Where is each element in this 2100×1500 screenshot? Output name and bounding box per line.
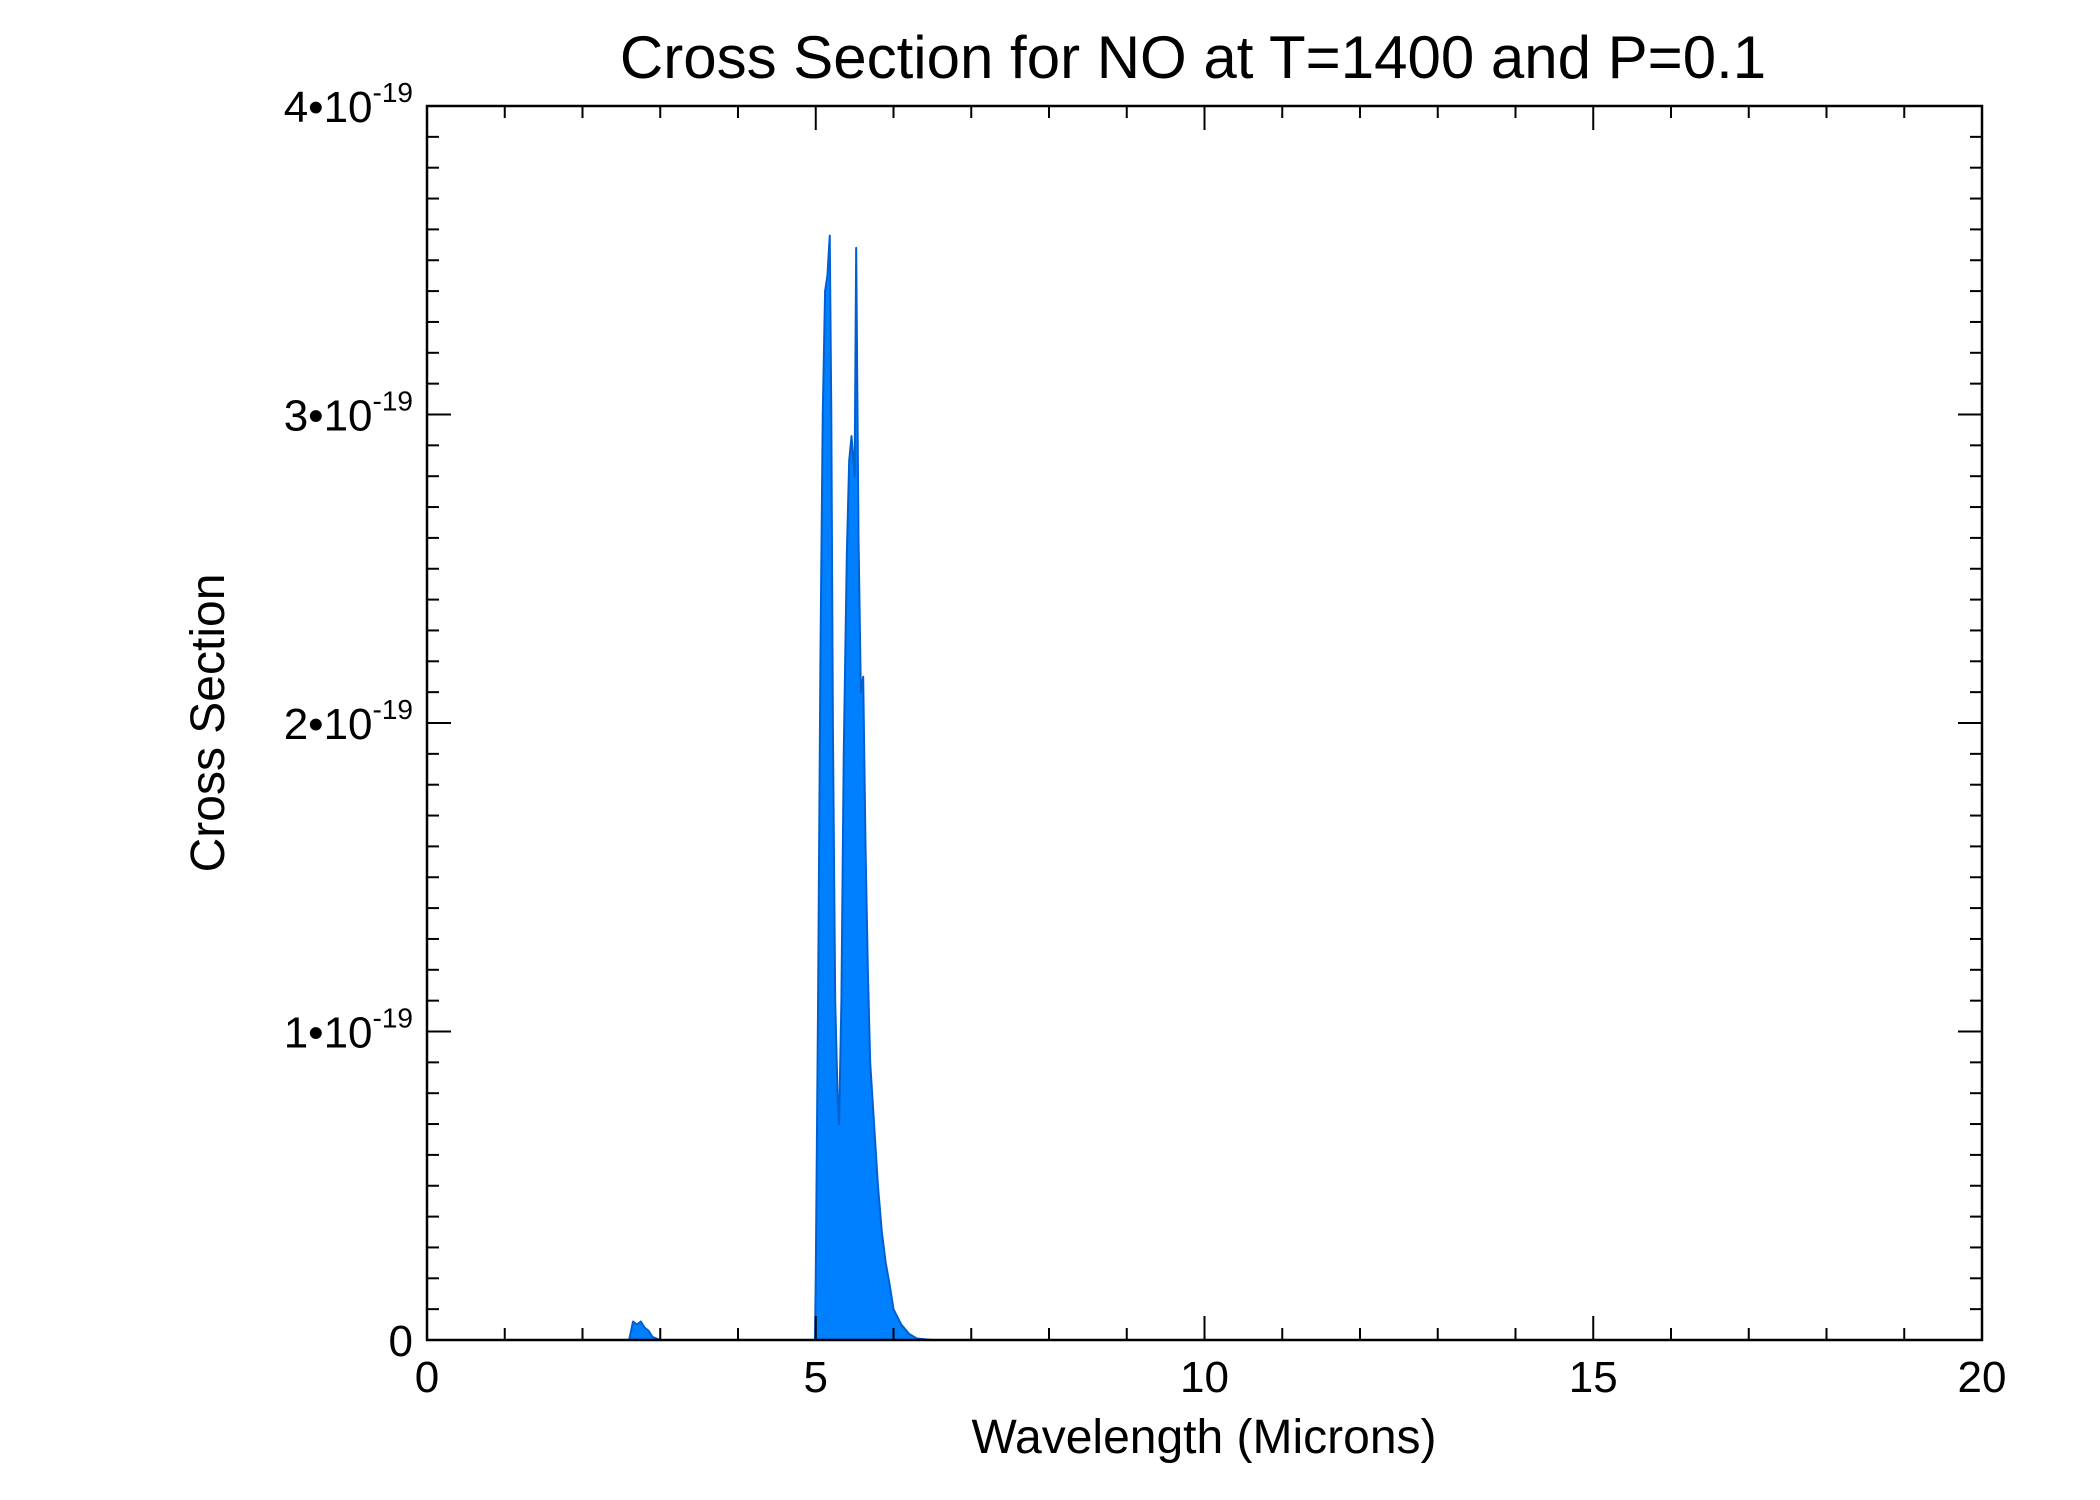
x-tick-label: 5 — [804, 1353, 828, 1402]
x-tick-label: 15 — [1569, 1353, 1618, 1402]
x-tick-label: 0 — [415, 1353, 439, 1402]
x-tick-label: 20 — [1958, 1353, 2007, 1402]
y-tick-exponent: -19 — [373, 694, 413, 725]
y-tick-mantissa: 2•10 — [284, 700, 373, 749]
y-tick-label: 0 — [389, 1317, 413, 1366]
y-tick-mantissa: 1•10 — [284, 1009, 373, 1058]
plot-frame — [425, 104, 1984, 1342]
chart-title: Cross Section for NO at T=1400 and P=0.1 — [620, 24, 1766, 91]
y-tick-label: 4•10-19 — [284, 77, 413, 132]
plot-area — [427, 234, 1982, 1341]
y-tick-exponent: -19 — [373, 1003, 413, 1034]
x-axis-label: Wavelength (Microns) — [971, 1411, 1436, 1464]
y-tick-exponent: -19 — [373, 386, 413, 417]
y-tick-label: 3•10-19 — [284, 386, 413, 441]
y-tick-mantissa: 0 — [389, 1317, 413, 1366]
y-tick-mantissa: 3•10 — [284, 392, 373, 441]
y-tick-label: 1•10-19 — [284, 1003, 413, 1058]
x-tick-label: 10 — [1180, 1353, 1229, 1402]
y-tick-mantissa: 4•10 — [284, 83, 373, 132]
series-0-area — [427, 235, 1982, 1340]
y-axis-label: Cross Section — [182, 574, 235, 873]
x-axis-ticks: 0 5 10 15 20 — [415, 106, 2007, 1402]
series-0-line — [427, 234, 1982, 1341]
y-axis-ticks: 01•10-192•10-193•10-194•10-19 — [284, 77, 1982, 1366]
y-tick-label: 2•10-19 — [284, 694, 413, 749]
y-tick-exponent: -19 — [373, 77, 413, 108]
